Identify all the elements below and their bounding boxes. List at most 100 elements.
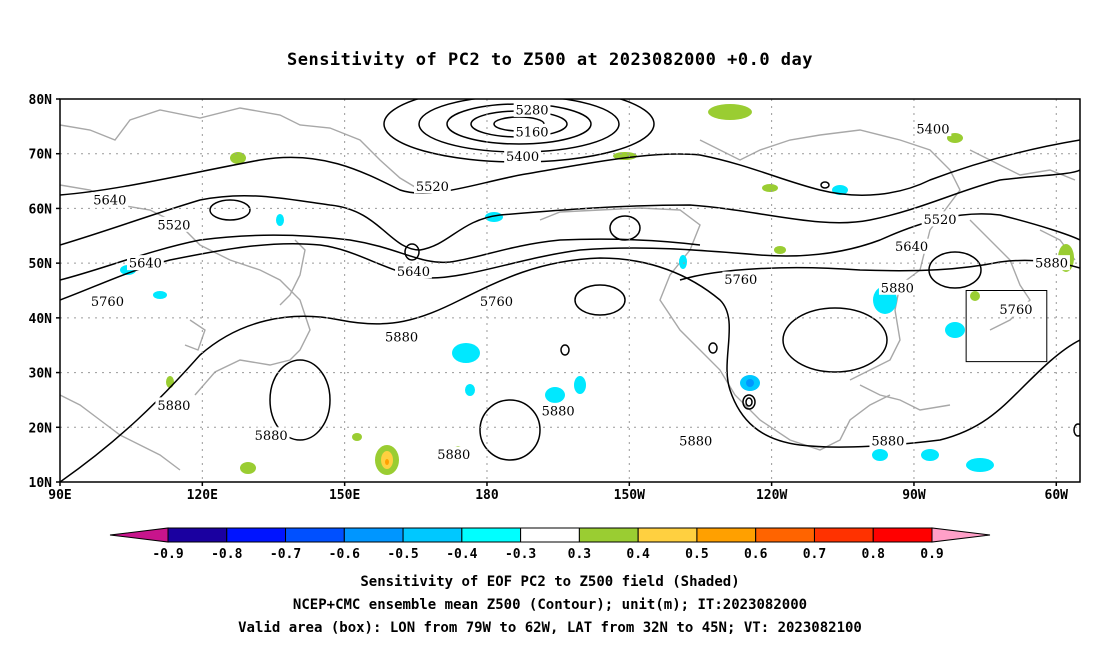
- colorbar-swatch: [167, 527, 228, 543]
- longitude-labels: 90E 120E 150E 180 150W 120W 90W 60W: [48, 482, 1068, 503]
- sensitivity-shading: [120, 104, 1074, 475]
- colorbar-swatch: [578, 527, 639, 543]
- colorbar-label: 0.3: [568, 547, 591, 562]
- lat-label: 70N: [29, 148, 53, 163]
- latitude-labels: 80N 70N 60N 50N 40N 30N 20N 10N: [29, 93, 60, 491]
- contour-label-bg: [155, 216, 193, 232]
- lat-label: 40N: [29, 312, 53, 327]
- lon-label: 150E: [329, 488, 360, 503]
- caption-valid-area: Valid area (box): LON from 79W to 62W, L…: [238, 620, 862, 636]
- contour-label-bg: [478, 293, 515, 309]
- lon-label: 150W: [614, 488, 645, 503]
- colorbar-label: -0.4: [446, 547, 477, 562]
- contour-label: 5880: [871, 434, 904, 449]
- colorbar: -0.9 -0.8 -0.7 -0.6 -0.5 -0.4 -0.3 0.3 0.4 0.5 0.6…: [109, 527, 991, 562]
- z500-contours: [60, 99, 1080, 482]
- contour-label-bg: [513, 101, 551, 117]
- contour-label-bg: [414, 178, 451, 194]
- contour-label: 5880: [437, 448, 470, 463]
- lat-lon-grid: [60, 99, 1080, 482]
- contour-label: 5640: [397, 265, 430, 280]
- contour-label-bg: [722, 271, 760, 287]
- contour-label-bg: [435, 446, 473, 462]
- contour-label: 5760: [724, 273, 757, 288]
- lat-label: 50N: [29, 257, 53, 272]
- contour-label: 5520: [157, 218, 190, 233]
- contour-label: 5880: [385, 331, 418, 346]
- colorbar-swatch: [872, 527, 933, 543]
- contour-label-bg: [252, 427, 290, 443]
- contour-label: 5880: [255, 429, 288, 444]
- colorbar-label: 0.7: [803, 547, 826, 562]
- map-frame: [59, 98, 1081, 483]
- colorbar-label: -0.8: [211, 547, 242, 562]
- contour-label-bg: [677, 432, 715, 448]
- colorbar-label: 0.5: [685, 547, 708, 562]
- contour-label-bg: [921, 211, 959, 227]
- contour-label-bg: [91, 192, 129, 208]
- contour-label-bg: [878, 279, 916, 295]
- lon-label: 180: [475, 488, 499, 503]
- colorbar-label: 0.6: [744, 547, 768, 562]
- contour-label: 5160: [515, 125, 548, 140]
- contour-label: 5760: [480, 295, 513, 310]
- contour-label: 5520: [923, 213, 956, 228]
- colorbar-label: -0.3: [505, 547, 536, 562]
- lat-label: 60N: [29, 202, 53, 217]
- contour-label-bg: [395, 263, 432, 279]
- lat-label: 20N: [29, 421, 53, 436]
- lat-label: 30N: [29, 367, 53, 382]
- contour-label-bg: [504, 148, 541, 164]
- colorbar-swatch: [696, 527, 757, 543]
- contour-label: 5520: [416, 180, 449, 195]
- contour-label: 5880: [542, 404, 575, 419]
- lon-label: 120W: [756, 488, 787, 503]
- colorbar-swatch: [285, 527, 345, 543]
- contour-label-bg: [1033, 255, 1070, 271]
- colorbar-label: -0.6: [329, 547, 360, 562]
- contour-label-bg: [126, 255, 164, 271]
- colorbar-end-high: [931, 527, 991, 543]
- contour-label-bg: [914, 121, 952, 137]
- lon-label: 90E: [48, 488, 71, 503]
- contour-label-bg: [539, 402, 577, 418]
- contour-label: 5880: [1035, 257, 1068, 272]
- contour-label-bg: [155, 397, 193, 413]
- contour-label: 5640: [895, 240, 928, 255]
- colorbar-label: 0.4: [626, 547, 650, 562]
- contour-label: 5880: [881, 281, 914, 296]
- contour-label: 5640: [129, 257, 162, 272]
- contour-label: 5760: [91, 295, 124, 310]
- colorbar-end-low: [109, 527, 169, 543]
- contour-label-bg: [893, 238, 930, 254]
- colorbar-swatch: [461, 527, 522, 543]
- contour-label-bg: [869, 432, 907, 448]
- contour-label-bg: [513, 123, 551, 139]
- lon-label: 90W: [902, 488, 926, 503]
- valid-area-box: [965, 290, 1048, 363]
- colorbar-swatch: [637, 527, 698, 543]
- colorbar-swatch: [813, 527, 874, 543]
- contour-label: 5880: [157, 399, 190, 414]
- contour-label-bg: [89, 293, 126, 309]
- colorbar-swatch: [755, 527, 815, 543]
- colorbar-swatch: [520, 527, 580, 543]
- caption-shaded: Sensitivity of EOF PC2 to Z500 field (Sh…: [360, 574, 740, 590]
- contour-label-bg: [383, 329, 420, 345]
- colorbar-swatch: [402, 527, 463, 543]
- contour-label: 5280: [515, 103, 548, 118]
- map-title: Sensitivity of PC2 to Z500 at 2023082000…: [286, 50, 813, 70]
- contour-label-bg: [997, 301, 1035, 317]
- colorbar-swatch: [226, 527, 287, 543]
- lat-label: 10N: [29, 476, 53, 491]
- caption-contour: NCEP+CMC ensemble mean Z500 (Contour); u…: [292, 597, 808, 613]
- colorbar-label: 0.9: [920, 547, 943, 562]
- colorbar-label: -0.7: [270, 547, 301, 562]
- lon-label: 120E: [187, 488, 218, 503]
- colorbar-label: 0.8: [861, 547, 885, 562]
- contour-label: 5760: [999, 303, 1032, 318]
- contour-label: 5400: [506, 150, 539, 165]
- contour-label: 5640: [93, 194, 126, 209]
- colorbar-label: -0.5: [387, 547, 418, 562]
